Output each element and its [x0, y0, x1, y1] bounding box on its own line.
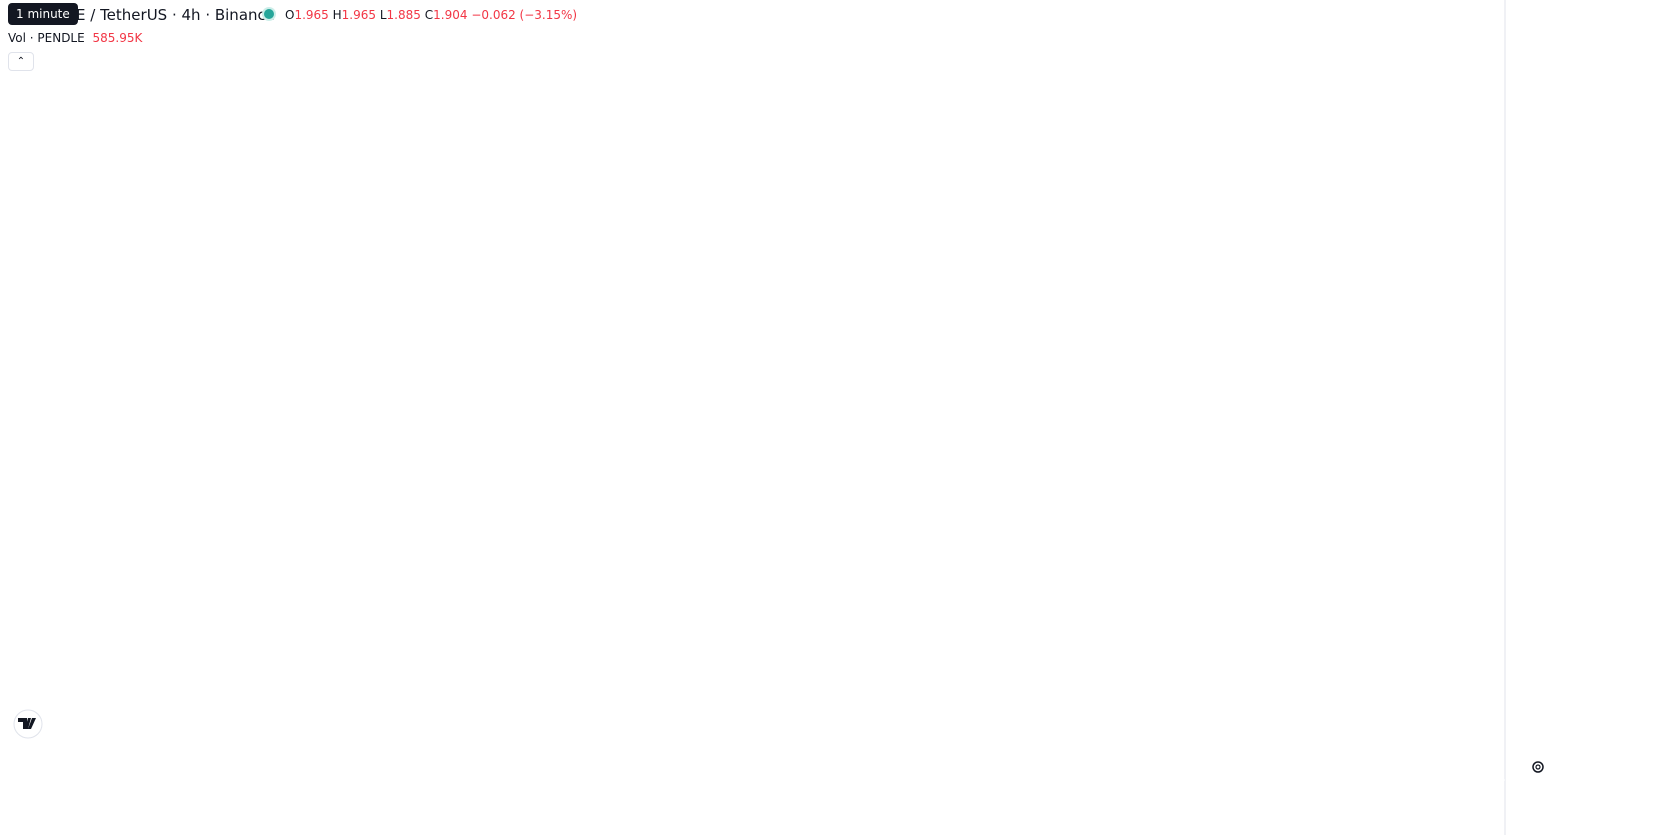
ohlc-key: C	[424, 8, 434, 22]
tv-logo[interactable]	[13, 709, 43, 739]
symbol-title[interactable]: E / TetherUS · 4h · Binance	[76, 6, 275, 24]
tooltip: 1 minute	[8, 3, 78, 25]
volume-value: 585.95K	[92, 31, 143, 45]
close-value: 1.904	[433, 8, 468, 22]
ohlc-key: O	[285, 8, 295, 22]
ohlc-legend: O1.965 H1.965 L1.885 C1.904 −0.062 (−3.1…	[285, 8, 577, 22]
high-value: 1.965	[341, 8, 377, 22]
status-dot	[264, 9, 274, 19]
change-value: −0.062 (−3.15%)	[471, 8, 578, 22]
volume-legend: Vol · PENDLE 585.95K	[8, 31, 142, 45]
open-value: 1.965	[294, 8, 329, 22]
ohlc-key: H	[332, 8, 342, 22]
ohlc-key: L	[379, 8, 387, 22]
collapse-button[interactable]: ⌃	[8, 52, 34, 71]
settings-icon[interactable]	[1532, 761, 1544, 773]
volume-title: Vol · PENDLE	[8, 31, 85, 45]
low-value: 1.885	[386, 8, 421, 22]
